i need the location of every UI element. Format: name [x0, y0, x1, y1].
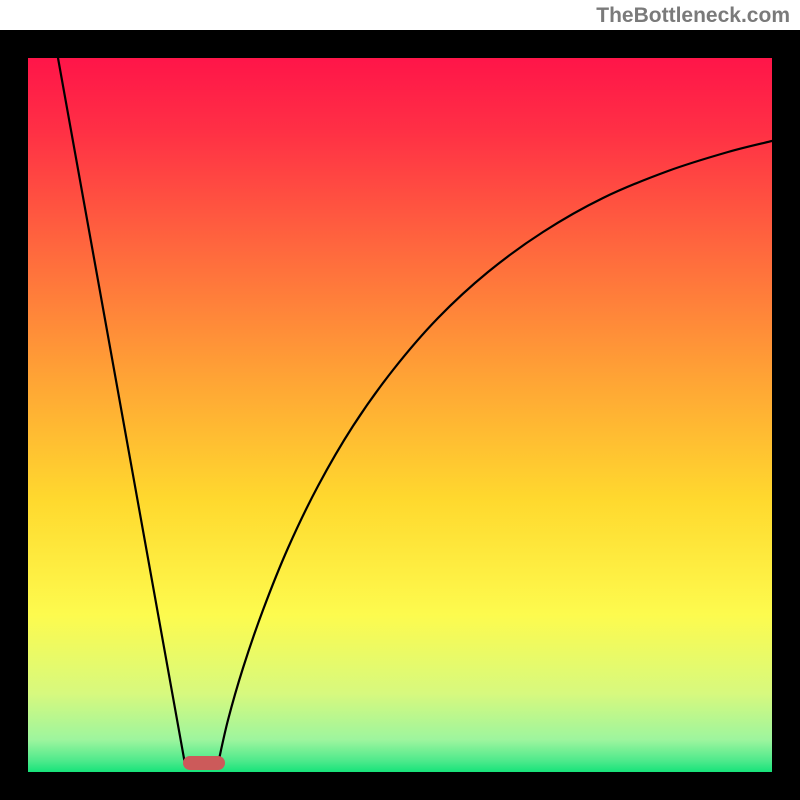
watermark-text: TheBottleneck.com [596, 4, 790, 28]
plot-border-bottom [0, 772, 800, 800]
chart-container: TheBottleneck.com [0, 0, 800, 800]
plot-border-right [772, 30, 800, 800]
bottom-marker [183, 756, 225, 770]
curve-layer [28, 58, 772, 772]
plot-border-left [0, 30, 28, 800]
plot-area [28, 58, 772, 772]
plot-border-top [0, 30, 800, 58]
